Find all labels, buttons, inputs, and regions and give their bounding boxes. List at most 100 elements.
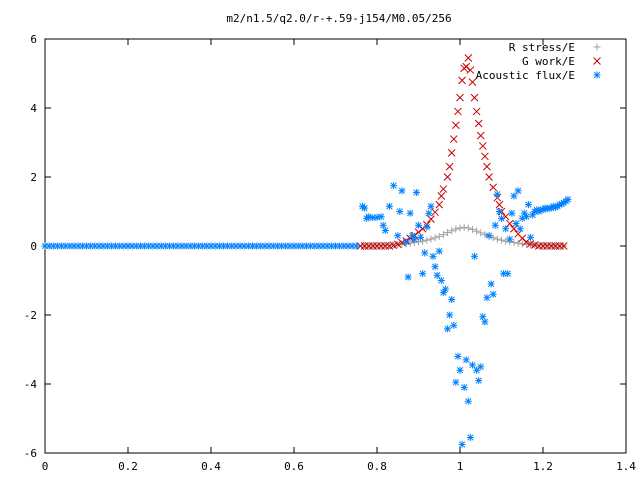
series-layer xyxy=(41,54,572,448)
data-point xyxy=(468,361,476,369)
data-point xyxy=(404,273,412,281)
x-tick-label: 0 xyxy=(42,460,49,473)
series-cross xyxy=(356,54,568,250)
data-point xyxy=(433,271,441,279)
x-tick-label: 0.6 xyxy=(284,460,304,473)
data-point xyxy=(451,121,460,130)
data-point xyxy=(483,294,491,302)
data-point xyxy=(474,119,483,128)
data-point xyxy=(476,131,485,140)
data-point xyxy=(431,234,439,242)
data-point xyxy=(481,318,489,326)
data-point xyxy=(439,231,447,239)
data-point xyxy=(466,433,474,441)
data-point xyxy=(398,187,406,195)
data-point xyxy=(456,224,464,232)
data-point xyxy=(464,224,472,232)
data-point xyxy=(406,209,414,217)
data-point xyxy=(402,238,410,246)
data-point xyxy=(447,148,456,157)
data-point xyxy=(502,225,510,233)
x-tick-label: 0.4 xyxy=(201,460,221,473)
data-point xyxy=(477,363,485,371)
data-point xyxy=(452,378,460,386)
data-point xyxy=(385,202,393,210)
data-point xyxy=(427,235,435,243)
data-point xyxy=(361,204,369,212)
data-point xyxy=(487,280,495,288)
data-point xyxy=(495,208,503,215)
x-tick-label: 1.2 xyxy=(533,460,553,473)
data-point xyxy=(514,187,522,195)
data-point xyxy=(483,162,491,171)
data-point xyxy=(495,200,504,209)
data-point xyxy=(477,229,485,237)
data-point xyxy=(468,225,476,233)
data-point xyxy=(559,242,568,250)
data-point xyxy=(446,311,454,319)
data-point xyxy=(419,270,427,278)
data-point xyxy=(472,107,481,116)
data-point xyxy=(493,235,501,243)
data-point xyxy=(489,183,498,192)
x-tick-label: 1.4 xyxy=(616,460,636,473)
data-point xyxy=(441,285,449,293)
data-point xyxy=(516,225,524,233)
x-tick-label: 1 xyxy=(457,460,464,473)
y-tick-label: 0 xyxy=(30,240,37,253)
data-point xyxy=(454,107,462,116)
data-point xyxy=(423,223,431,231)
data-point xyxy=(423,236,431,244)
legend-label: Acoustic flux/E xyxy=(476,69,575,82)
data-point xyxy=(456,366,464,374)
data-point xyxy=(460,383,468,391)
y-tick-label: -4 xyxy=(24,378,38,391)
y-axis-ticks: -6 -4 -2 0 2 4 6 xyxy=(24,33,626,460)
data-point xyxy=(437,192,446,200)
data-point xyxy=(481,231,489,239)
data-point xyxy=(448,227,456,235)
data-point xyxy=(458,76,466,85)
data-point xyxy=(390,182,398,190)
data-point xyxy=(478,142,487,150)
legend-marker xyxy=(593,57,601,65)
data-point xyxy=(429,252,437,260)
data-point xyxy=(498,236,505,244)
data-point xyxy=(445,162,454,171)
data-point xyxy=(529,211,537,219)
data-point xyxy=(439,185,448,193)
data-point xyxy=(524,201,532,209)
data-point xyxy=(352,242,360,250)
y-tick-label: 2 xyxy=(30,171,37,184)
data-point xyxy=(514,239,522,247)
data-point xyxy=(510,239,518,247)
data-point xyxy=(485,232,493,240)
data-point xyxy=(505,219,514,228)
data-point xyxy=(522,213,530,221)
chart-title: m2/n1.5/q2.0/r-+.59-j154/M0.05/256 xyxy=(226,12,451,25)
data-point xyxy=(427,215,435,223)
data-point xyxy=(444,229,452,237)
data-point xyxy=(444,325,452,333)
data-point xyxy=(410,235,418,243)
data-point xyxy=(489,290,497,298)
data-point xyxy=(393,240,402,249)
x-tick-label: 0.2 xyxy=(118,460,138,473)
data-point xyxy=(456,93,464,102)
data-point xyxy=(427,202,435,210)
data-point xyxy=(435,247,443,255)
x-tick-label: 0.8 xyxy=(367,460,387,473)
data-point xyxy=(460,223,468,231)
legend-label: G work/E xyxy=(522,55,575,68)
data-point xyxy=(471,252,479,260)
data-point xyxy=(508,209,516,217)
data-point xyxy=(485,173,493,181)
y-tick-label: 4 xyxy=(30,102,37,115)
data-point xyxy=(564,195,572,203)
data-point xyxy=(435,232,443,240)
y-tick-label: 6 xyxy=(30,33,37,46)
data-point xyxy=(396,208,404,215)
data-point xyxy=(466,66,475,74)
y-tick-label: -2 xyxy=(24,309,37,322)
